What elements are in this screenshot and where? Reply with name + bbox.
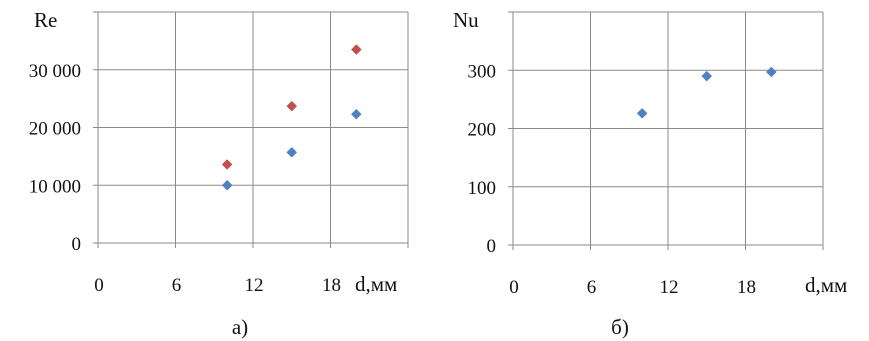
y-axis-title: Nu xyxy=(453,8,479,32)
data-point-series-0 xyxy=(221,179,233,191)
data-point-series-0 xyxy=(765,66,777,78)
data-point-series-0 xyxy=(350,108,362,120)
y-axis-title: Re xyxy=(34,8,57,32)
x-axis-title: d,мм xyxy=(355,272,397,296)
data-point-series-0 xyxy=(286,146,298,158)
y-tick-label: 200 xyxy=(468,120,497,141)
data-point-series-1 xyxy=(350,44,362,55)
x-tick-label: 12 xyxy=(660,277,679,298)
x-tick-label: 18 xyxy=(737,277,756,298)
chart-caption: а) xyxy=(232,315,248,339)
x-tick-label: 18 xyxy=(322,275,341,296)
y-tick-label: 20 000 xyxy=(29,119,81,140)
x-tick-label: 6 xyxy=(587,277,597,298)
data-point-series-1 xyxy=(286,100,298,112)
chart-re: 0 10 000 20 000 30 000 0 6 12 18 Re d,мм а) xyxy=(29,8,409,339)
data-point-series-1 xyxy=(221,159,233,170)
y-tick-label: 10 000 xyxy=(29,176,81,197)
chart-nu: 0 100 200 300 0 6 12 18 Nu d,мм б) xyxy=(453,8,847,339)
y-tick-label: 300 xyxy=(468,61,497,82)
chart-caption: б) xyxy=(611,315,629,339)
data-point-series-0 xyxy=(701,70,713,82)
x-tick-label: 0 xyxy=(509,277,519,298)
x-tick-label: 0 xyxy=(94,275,104,296)
y-tick-label: 0 xyxy=(72,234,82,255)
x-tick-label: 6 xyxy=(172,275,182,296)
x-axis-title: d,мм xyxy=(805,273,847,297)
y-tick-label: 30 000 xyxy=(29,61,81,82)
x-tick-label: 12 xyxy=(245,275,264,296)
data-point-series-0 xyxy=(636,108,648,119)
y-tick-label: 100 xyxy=(468,178,497,199)
y-tick-label: 0 xyxy=(487,236,497,257)
